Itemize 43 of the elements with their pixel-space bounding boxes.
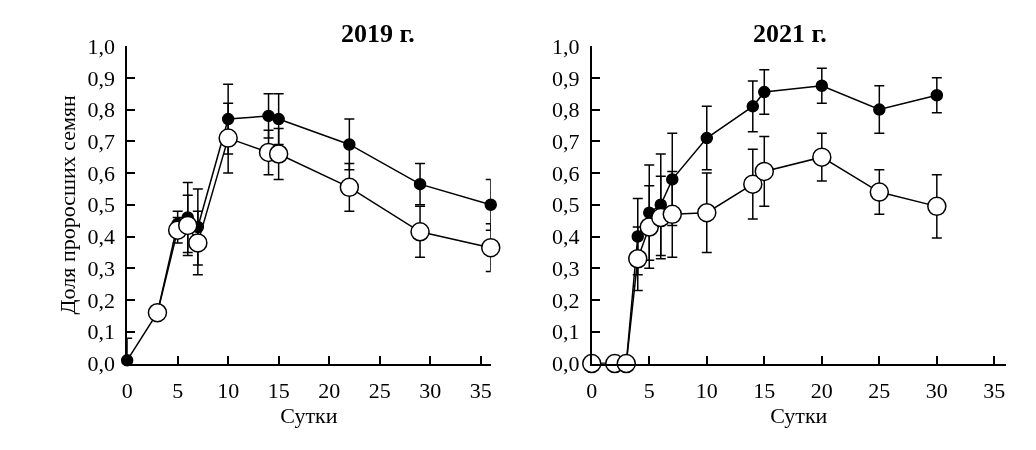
x-tick-label: 0 [121,377,133,403]
y-tick-label: 0,9 [552,65,580,91]
x-tick-label: 35 [469,377,492,403]
y-tick-label: 0,3 [552,255,580,281]
y-tick-label: 0,1 [552,319,580,345]
y-tick-label: 0,6 [552,160,580,186]
x-tick-label: 0 [586,377,598,403]
x-tick-label: 20 [318,377,341,403]
y-tick-label: 0,8 [87,97,115,123]
x-tick-label: 35 [983,377,1006,403]
y-tick-label: 0,7 [87,128,115,154]
x-tick-label: 15 [753,377,776,403]
y-tick-label: 0,4 [87,224,115,250]
y-tick-label: 0,0 [87,351,115,377]
chart-title: 2019 г. [341,19,415,48]
x-tick-label: 25 [868,377,891,403]
x-tick-label: 20 [810,377,833,403]
x-tick-label: 5 [172,377,184,403]
x-tick-label: 25 [368,377,391,403]
y-tick-label: 0,1 [87,319,115,345]
y-tick-label: 0,7 [552,128,580,154]
y-tick-label: 1,0 [552,33,580,59]
x-tick-label: 30 [419,377,442,403]
y-tick-label: 0,8 [552,97,580,123]
x-axis-title: Сутки [770,403,828,429]
x-axis-title: Сутки [280,403,338,429]
x-tick-label: 10 [217,377,240,403]
y-tick-label: 1,0 [87,33,115,59]
y-axis-title: Доля проросших семян [54,94,80,315]
x-tick-label: 30 [925,377,948,403]
y-tick-label: 0,5 [552,192,580,218]
y-tick-label: 0,2 [87,287,115,313]
x-tick-label: 10 [695,377,718,403]
y-tick-label: 0,4 [552,224,580,250]
y-tick-label: 0,5 [87,192,115,218]
y-tick-label: 0,2 [552,287,580,313]
chart-title: 2021 г. [753,19,827,48]
y-tick-label: 0,0 [552,351,580,377]
y-tick-label: 0,3 [87,255,115,281]
x-tick-label: 15 [267,377,290,403]
x-tick-label: 5 [643,377,655,403]
y-tick-label: 0,9 [87,65,115,91]
y-tick-label: 0,6 [87,160,115,186]
